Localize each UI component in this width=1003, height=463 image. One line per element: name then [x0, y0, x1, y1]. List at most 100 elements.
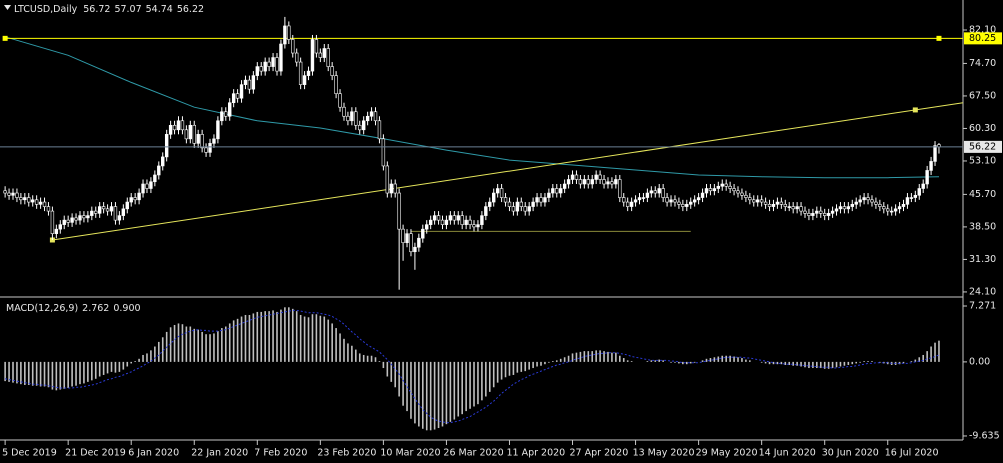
macd-bar	[914, 359, 917, 362]
candle-body	[287, 25, 291, 40]
macd-bar	[386, 361, 389, 377]
macd-bar	[319, 315, 322, 362]
candle-body	[157, 165, 161, 176]
macd-bar	[79, 361, 81, 385]
candle-body	[901, 204, 906, 207]
candle-body	[822, 213, 827, 216]
macd-bar	[508, 361, 511, 376]
macd-bar	[662, 360, 664, 362]
macd-bar	[339, 333, 341, 362]
y-tick-label: 38.50	[969, 221, 996, 232]
macd-bar	[331, 323, 333, 362]
candle-body	[421, 228, 425, 239]
x-tick-label: 23 Feb 2020	[317, 448, 376, 459]
moving-average	[4, 36, 940, 179]
y-tick-label: 7.271	[969, 300, 996, 311]
macd-bar	[591, 351, 594, 362]
price-label-box	[964, 32, 1002, 45]
candle-body	[897, 206, 902, 210]
y-tick-label: 60.30	[969, 123, 996, 134]
candle-body	[834, 208, 839, 212]
candle-body	[105, 208, 110, 212]
candle-body	[590, 179, 594, 185]
header-low: 54.74	[146, 4, 173, 15]
candle-body	[50, 210, 55, 234]
candle-body	[298, 61, 303, 85]
candle-body	[472, 224, 476, 228]
macd-bar	[682, 361, 684, 365]
candle-body	[677, 201, 681, 205]
candle-body	[397, 192, 401, 230]
macd-bar	[433, 361, 436, 430]
macd-bar	[863, 361, 865, 362]
macd-bar	[295, 311, 298, 362]
macd-bar	[362, 354, 365, 362]
candle-body	[322, 48, 326, 58]
candle-body	[373, 111, 378, 122]
macd-bar	[189, 326, 192, 362]
candle-body	[649, 190, 654, 194]
macd-bar	[678, 361, 680, 364]
macd-bar	[201, 331, 203, 362]
candle-body	[886, 208, 890, 212]
macd-bar	[232, 320, 235, 362]
candle-body	[149, 181, 153, 189]
candle-body	[488, 201, 492, 207]
macd-bar	[421, 361, 424, 429]
candle-body	[586, 179, 590, 185]
candle-body	[531, 201, 535, 207]
candle-body	[361, 120, 366, 131]
macd-bar	[406, 361, 408, 412]
macd-bar	[437, 361, 440, 429]
macd-bar	[784, 361, 787, 365]
macd-bar	[650, 360, 653, 362]
candle-body	[334, 75, 338, 94]
candle-body	[716, 185, 721, 189]
candle-body	[484, 206, 488, 216]
candle-body	[665, 197, 669, 203]
macd-bar	[544, 361, 546, 365]
macd-bar	[516, 361, 519, 373]
candle-body	[767, 204, 772, 207]
macd-bar	[611, 352, 613, 362]
candle-body	[846, 206, 851, 210]
symbol: LTCUSD,Daily	[14, 4, 78, 15]
candle-body	[771, 204, 776, 207]
y-tick-label: 53.10	[969, 155, 996, 166]
candle-body	[444, 219, 449, 225]
candle-body	[113, 206, 118, 221]
candle-body	[862, 197, 866, 201]
candle-body	[929, 161, 933, 171]
macd-bar	[871, 361, 873, 362]
macd-bar	[926, 351, 928, 362]
candle-body	[346, 115, 350, 122]
macd-bar	[788, 361, 791, 365]
candle-body	[921, 183, 925, 189]
candle-body	[476, 224, 480, 228]
candle-body	[161, 156, 165, 167]
macd-bar	[583, 351, 586, 362]
macd-bar	[122, 361, 125, 370]
macd-bar	[512, 361, 515, 375]
macd-bar	[374, 357, 377, 362]
macd-bar	[27, 361, 30, 385]
macd-bar	[465, 361, 467, 412]
candle-body	[748, 197, 752, 201]
current-price-box	[964, 140, 1002, 153]
candle-body	[854, 201, 858, 205]
candle-body	[689, 201, 693, 205]
x-tick-label: 7 Feb 2020	[254, 448, 307, 459]
macd-bar	[307, 317, 310, 362]
trendline-anchor	[2, 35, 8, 41]
macd-bar	[130, 361, 133, 364]
candle-body	[657, 188, 661, 194]
candle-body	[34, 199, 39, 205]
candle-body	[428, 219, 433, 225]
macd-bar	[540, 361, 542, 366]
candle-body	[763, 201, 768, 205]
macd-bar	[197, 329, 199, 362]
candle-body	[279, 43, 283, 72]
macd-bar	[205, 334, 207, 362]
candle-body	[302, 75, 307, 85]
macd-bar	[414, 361, 416, 424]
